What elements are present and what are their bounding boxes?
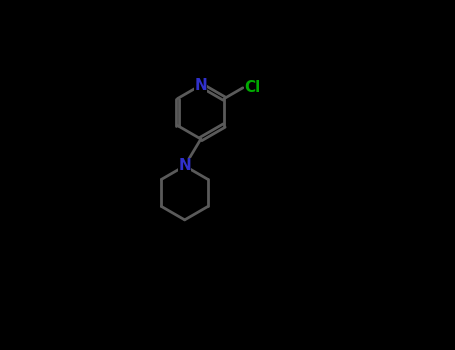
Text: N: N [178, 159, 191, 174]
Text: Cl: Cl [244, 80, 261, 95]
Text: N: N [194, 78, 207, 93]
